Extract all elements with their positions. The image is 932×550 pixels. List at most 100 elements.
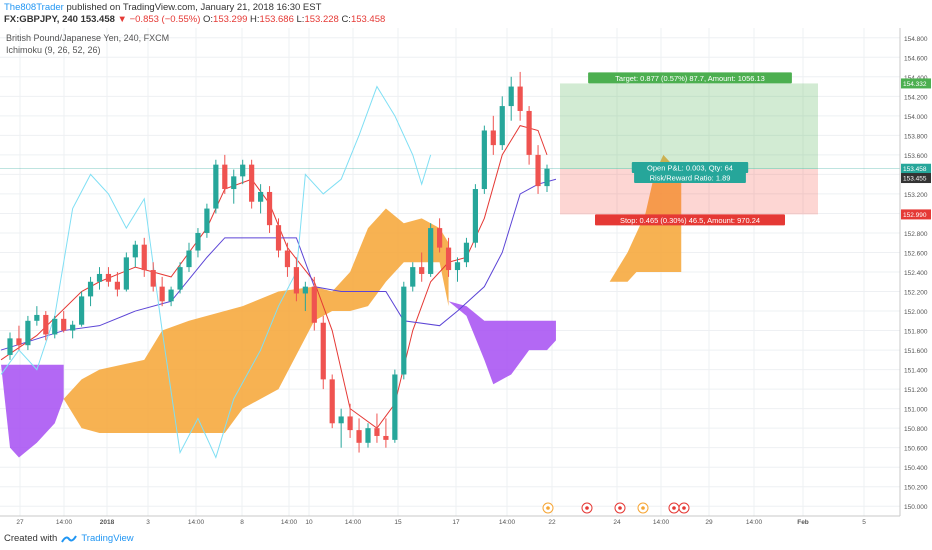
candle-body <box>141 244 147 271</box>
change-value: −0.853 (−0.55%) <box>129 14 201 25</box>
time-tick-label: 14:00 <box>188 519 205 526</box>
price-tick-label: 150.200 <box>904 485 928 492</box>
candle-body <box>159 286 165 302</box>
price-badge <box>901 173 931 184</box>
high-value: 153.686 <box>259 14 294 25</box>
time-tick-label: 10 <box>305 519 313 526</box>
tradingview-logo-icon <box>61 535 78 543</box>
price-tick-label: 150.800 <box>904 426 928 433</box>
price-tick-label: 152.400 <box>904 270 928 277</box>
candle-body <box>150 270 156 287</box>
price-tick-label: 152.600 <box>904 250 928 257</box>
author-link[interactable]: The808Trader <box>4 2 64 13</box>
candle-body <box>320 322 326 380</box>
bearish-cloud <box>1 364 64 458</box>
bearish-cloud <box>448 301 556 385</box>
candle-body <box>25 320 31 346</box>
candle-body <box>105 273 112 282</box>
candle-body <box>79 296 85 325</box>
candle-body <box>231 176 237 190</box>
price-tick-label: 151.800 <box>904 329 928 336</box>
candle-body <box>52 318 58 335</box>
price-badge-label: 153.455 <box>903 176 927 183</box>
price-tick-label: 152.000 <box>904 309 928 316</box>
price-tick-label: 151.400 <box>904 368 928 375</box>
price-tick-label: 150.000 <box>904 504 928 511</box>
price-badge <box>901 163 931 174</box>
candle-body <box>34 314 40 321</box>
position-tool[interactable] <box>0 83 900 215</box>
position-labels: Target: 0.877 (0.57%) 87.7, Amount: 1056… <box>588 72 792 226</box>
time-tick-label: 8 <box>240 519 244 526</box>
stop-label-box <box>595 214 785 226</box>
published-info: published on TradingView.com, January 21… <box>66 2 322 13</box>
candle-body <box>526 110 532 155</box>
low-label: L: <box>296 14 305 25</box>
stop-label: Stop: 0.465 (0.30%) 46.5, Amount: 970.24 <box>620 216 760 225</box>
publish-header: The808Trader published on TradingView.co… <box>4 2 321 13</box>
candle-body <box>463 242 470 263</box>
event-markers[interactable] <box>542 502 690 514</box>
time-tick-label: 14:00 <box>56 519 73 526</box>
chart-pane[interactable]: Target: 0.877 (0.57%) 87.7, Amount: 1056… <box>0 28 932 528</box>
economic-event-dot-icon <box>618 506 622 510</box>
risk-reward-label: Risk/Reward Ratio: 1.89 <box>650 174 731 183</box>
candles <box>7 71 550 453</box>
candle-body <box>472 189 478 243</box>
price-badge <box>901 78 931 89</box>
candle-body <box>544 168 550 187</box>
time-axis[interactable]: 27 14:00 2018 3 14:00 8 14:00 10 14:00 15 17 14:00 2… <box>16 519 866 526</box>
economic-event-dot-icon <box>682 506 686 510</box>
price-tick-label: 154.200 <box>904 94 928 101</box>
target-label-box <box>588 72 792 84</box>
candle-body <box>445 247 452 271</box>
candle-body <box>177 267 183 290</box>
open-value: 153.299 <box>213 14 248 25</box>
target-zone[interactable] <box>560 83 818 170</box>
price-tick-label: 154.400 <box>904 75 928 82</box>
candle-body <box>240 164 246 177</box>
candle-body <box>284 250 291 268</box>
footer: Created with TradingView <box>4 533 134 544</box>
symbol-label: FX:GBPJPY, 240 <box>4 14 78 25</box>
time-tick-label: 5 <box>862 519 866 526</box>
candle-body <box>204 208 210 233</box>
last-price: 153.458 <box>80 14 115 25</box>
price-badge-label: 153.458 <box>903 166 927 173</box>
candle-body <box>329 379 335 424</box>
candle-body <box>7 338 13 355</box>
bullish-cloud <box>63 208 449 434</box>
time-tick-label: 24 <box>613 519 621 526</box>
candle-body <box>302 286 308 294</box>
time-tick-label: 14:00 <box>281 519 298 526</box>
chikou-span-line <box>0 85 432 459</box>
open-label: O: <box>203 14 214 25</box>
bullish-cloud <box>555 154 682 321</box>
price-tick-label: 151.200 <box>904 387 928 394</box>
time-tick-label: Feb <box>797 519 809 526</box>
price-badge-label: 152.990 <box>903 212 927 219</box>
price-tick-label: 151.600 <box>904 348 928 355</box>
candle-body <box>195 232 201 251</box>
price-tick-label: 150.400 <box>904 465 928 472</box>
time-tick-label: 14:00 <box>499 519 516 526</box>
candle-body <box>347 416 353 431</box>
tradingview-brand[interactable]: TradingView <box>81 533 134 544</box>
time-tick-label: 22 <box>548 519 556 526</box>
candle-body <box>168 289 174 302</box>
time-tick-label: 14:00 <box>746 519 763 526</box>
price-chart[interactable]: Target: 0.877 (0.57%) 87.7, Amount: 1056… <box>0 28 932 528</box>
time-tick-label: 3 <box>146 519 150 526</box>
candle-body <box>16 338 22 346</box>
candle-body <box>517 86 523 111</box>
candle-body <box>428 228 434 274</box>
candle-body <box>508 86 514 107</box>
time-tick-label: 2018 <box>100 519 115 526</box>
price-axis[interactable]: 154.800 154.600 154.400 154.200 154.000 153.8… <box>901 36 931 511</box>
time-tick-label: 15 <box>394 519 402 526</box>
economic-event-dot-icon <box>672 506 676 510</box>
candle-body <box>275 225 282 251</box>
candle-body <box>401 286 407 375</box>
close-value: 153.458 <box>350 14 386 25</box>
candle-body <box>437 228 443 248</box>
